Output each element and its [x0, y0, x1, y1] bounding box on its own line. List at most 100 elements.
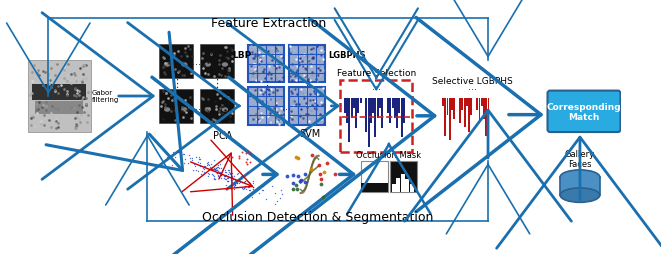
Ellipse shape [164, 108, 171, 112]
Point [241, 187, 252, 191]
Point [212, 169, 223, 173]
Point [221, 178, 231, 182]
Point [174, 150, 184, 154]
Bar [159, 44, 194, 79]
Point [295, 179, 306, 183]
Point [203, 161, 214, 165]
Point [212, 171, 223, 175]
Text: PCA: PCA [213, 131, 232, 141]
Point [214, 175, 224, 179]
Point [227, 155, 237, 160]
Ellipse shape [221, 63, 228, 68]
Point [234, 178, 245, 182]
Bar [451, 98, 453, 111]
Point [235, 175, 246, 179]
Point [227, 176, 237, 180]
Bar [464, 98, 465, 128]
Point [239, 187, 249, 191]
Text: ⋮: ⋮ [212, 79, 222, 89]
Bar [289, 88, 325, 125]
Point [168, 151, 178, 155]
Text: Occlusion Detection & Segmentation: Occlusion Detection & Segmentation [202, 210, 434, 223]
Point [219, 171, 230, 175]
Bar [200, 44, 234, 79]
Point [216, 170, 227, 174]
Bar [481, 98, 483, 107]
Point [293, 157, 303, 161]
Point [247, 179, 258, 183]
Point [225, 175, 236, 179]
Point [233, 157, 244, 161]
Bar [344, 98, 346, 113]
Bar [405, 179, 409, 192]
Point [204, 168, 214, 172]
Point [227, 180, 237, 184]
Point [222, 176, 233, 180]
Point [209, 158, 219, 163]
Point [261, 197, 272, 201]
Point [220, 175, 231, 179]
Point [237, 180, 247, 184]
Bar [459, 98, 461, 124]
Bar [159, 89, 194, 123]
Point [291, 183, 301, 187]
Point [222, 177, 233, 181]
Point [247, 195, 258, 199]
Point [314, 163, 325, 167]
Bar [249, 88, 284, 125]
Point [245, 188, 255, 192]
Point [206, 167, 216, 171]
Point [247, 182, 258, 186]
Point [219, 174, 229, 178]
Point [223, 168, 233, 172]
Text: Feature Extraction: Feature Extraction [211, 17, 326, 30]
Point [207, 168, 217, 172]
Text: ⋮: ⋮ [261, 81, 272, 90]
Point [226, 179, 237, 183]
Bar [28, 61, 91, 133]
Point [239, 186, 250, 190]
Point [218, 176, 229, 180]
Point [208, 173, 218, 177]
Point [229, 174, 240, 178]
Point [215, 172, 226, 176]
Text: SVM: SVM [299, 129, 320, 139]
Point [221, 183, 232, 187]
Point [203, 163, 214, 167]
Bar [394, 98, 396, 118]
Point [240, 180, 251, 184]
Point [234, 155, 245, 159]
Point [229, 164, 239, 168]
Point [270, 202, 280, 207]
Text: Corresponding
Match: Corresponding Match [547, 102, 621, 121]
Point [241, 151, 252, 155]
Bar [372, 98, 374, 113]
Point [187, 158, 198, 162]
Point [186, 157, 197, 161]
Point [225, 175, 236, 179]
Point [224, 172, 235, 177]
Point [239, 180, 249, 184]
Bar [396, 178, 400, 192]
Point [213, 163, 223, 167]
Ellipse shape [164, 63, 171, 68]
Bar [389, 98, 391, 123]
Point [209, 177, 219, 181]
Point [224, 169, 235, 173]
Point [212, 171, 222, 175]
Bar [353, 98, 355, 108]
Point [319, 170, 329, 174]
Point [299, 172, 310, 176]
Point [306, 153, 317, 157]
Point [274, 196, 285, 200]
Point [229, 183, 240, 187]
Point [192, 160, 203, 164]
Text: Gallery
Faces: Gallery Faces [565, 149, 595, 168]
Point [288, 187, 299, 191]
Point [198, 166, 209, 170]
Point [276, 192, 287, 196]
FancyBboxPatch shape [547, 91, 621, 133]
Point [239, 179, 250, 183]
Point [219, 174, 230, 178]
Point [210, 169, 220, 173]
